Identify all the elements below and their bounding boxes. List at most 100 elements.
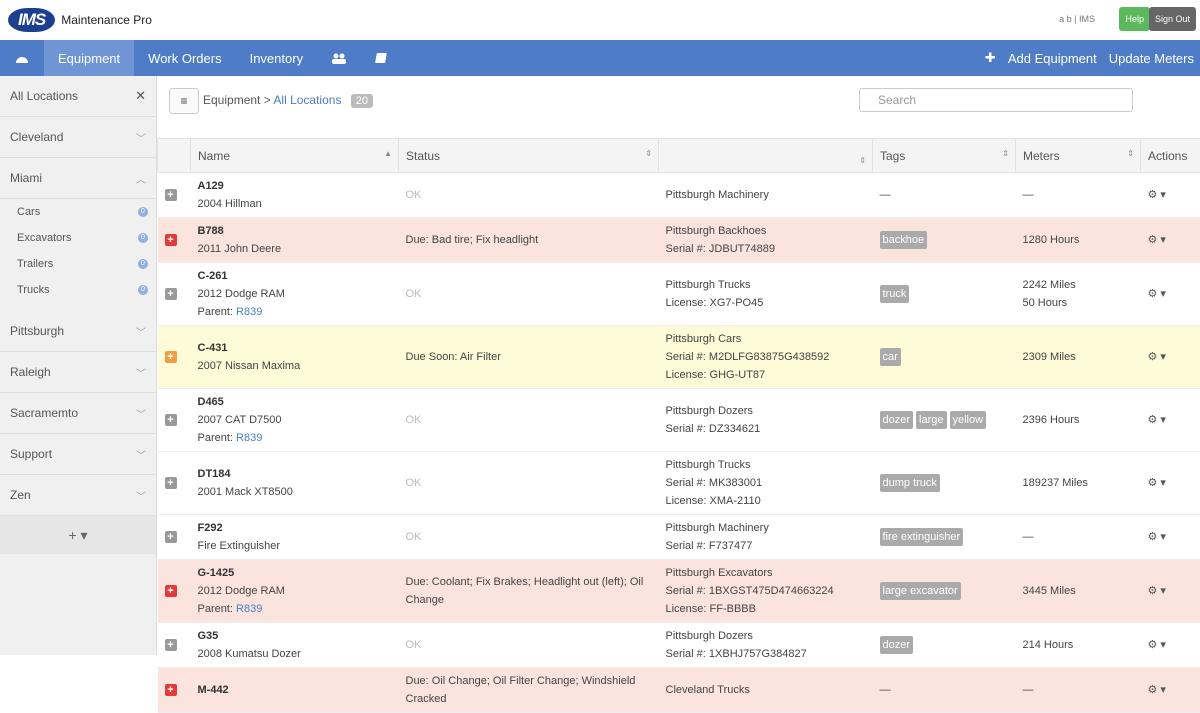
actions-menu[interactable]: ⚙ ▾ [1148, 639, 1166, 651]
location-name: Zen [10, 488, 31, 502]
actions-menu[interactable]: ⚙ ▾ [1148, 288, 1166, 300]
all-locations[interactable]: All Locations✕ [0, 76, 156, 117]
tag[interactable]: large [916, 411, 946, 429]
tag[interactable]: dump truck [880, 474, 940, 492]
tag[interactable]: yellow [950, 411, 987, 429]
tags-cell: car [873, 326, 1016, 389]
actions-menu[interactable]: ⚙ ▾ [1148, 351, 1166, 363]
tags-cell: fire extinguisher [873, 515, 1016, 560]
dashboard-icon[interactable] [0, 40, 44, 76]
tags-cell: dump truck [873, 452, 1016, 515]
expand-cell: + [158, 218, 191, 263]
expand-icon[interactable]: + [165, 684, 177, 696]
book-icon[interactable] [361, 40, 403, 76]
parent-label: Parent: [198, 432, 233, 444]
actions-menu[interactable]: ⚙ ▾ [1148, 234, 1166, 246]
tags-cell: — [873, 668, 1016, 713]
breadcrumb-root[interactable]: Equipment [203, 93, 260, 107]
equipment-model: 2008 Kumatsu Dozer [198, 645, 392, 663]
nav-action[interactable]: Update Meters [1103, 40, 1200, 76]
expand-icon[interactable]: + [165, 531, 177, 543]
search-box[interactable]: Search [859, 88, 1133, 112]
location-item[interactable]: Miami︿ [0, 158, 156, 199]
expand-icon[interactable]: + [165, 477, 177, 489]
header-cell[interactable]: Name▲ [191, 139, 399, 173]
location-item[interactable]: Pittsburgh﹀ [0, 311, 156, 352]
nav-action[interactable]: Add Equipment [1002, 40, 1103, 76]
location-item[interactable]: Raleigh﹀ [0, 352, 156, 393]
header-cell[interactable]: Meters⇕ [1016, 139, 1141, 173]
tag[interactable]: large excavator [880, 582, 961, 600]
header-cell[interactable]: Tags⇕ [873, 139, 1016, 173]
tag[interactable]: truck [880, 285, 910, 303]
nav-item[interactable]: Equipment [44, 40, 134, 76]
count-badge: 0 [138, 207, 148, 217]
tags-cell: — [873, 173, 1016, 218]
tag[interactable]: backhoe [880, 231, 928, 249]
tag[interactable]: fire extinguisher [880, 528, 964, 546]
location-item[interactable]: Zen﹀ [0, 475, 156, 516]
parent-link[interactable]: R839 [236, 432, 262, 444]
location-item[interactable]: Sacramemto﹀ [0, 393, 156, 434]
count-badge: 0 [138, 285, 148, 295]
expand-icon[interactable]: + [165, 351, 177, 363]
tag[interactable]: dozer [880, 636, 914, 654]
breadcrumb-current[interactable]: All Locations [273, 93, 341, 107]
tag[interactable]: car [880, 348, 901, 366]
location-item[interactable]: Support﹀ [0, 434, 156, 475]
actions-menu[interactable]: ⚙ ▾ [1148, 189, 1166, 201]
header-cell[interactable]: Status⇕ [399, 139, 659, 173]
detail: License: GHG-UT87 [666, 366, 866, 384]
close-icon[interactable]: ✕ [135, 88, 146, 104]
equipment-model: 2012 Dodge RAM [198, 582, 392, 600]
parent-link[interactable]: R839 [236, 603, 262, 615]
header-cell[interactable]: ⇕ [659, 139, 873, 173]
meter: 214 Hours [1023, 636, 1134, 654]
logo[interactable]: IMS [8, 8, 55, 32]
help-button[interactable]: Help [1119, 7, 1150, 31]
empty-mark: — [880, 684, 891, 696]
expand-icon[interactable]: + [165, 414, 177, 426]
column-name: Name [198, 149, 230, 163]
equipment-model: Fire Extinguisher [198, 537, 392, 555]
location: Pittsburgh Dozers [666, 627, 866, 645]
expand-icon[interactable]: + [165, 585, 177, 597]
parent-link[interactable]: R839 [236, 306, 262, 318]
actions-menu[interactable]: ⚙ ▾ [1148, 684, 1166, 696]
expand-icon[interactable]: + [165, 234, 177, 246]
nav-item[interactable]: Work Orders [134, 40, 235, 76]
users-icon[interactable] [317, 40, 361, 76]
expand-icon[interactable]: + [165, 639, 177, 651]
actions-menu[interactable]: ⚙ ▾ [1148, 585, 1166, 597]
status-cell: Due Soon: Air Filter [399, 326, 659, 389]
tag[interactable]: dozer [880, 411, 914, 429]
add-location[interactable]: + ▾ [0, 516, 156, 554]
actions-menu[interactable]: ⚙ ▾ [1148, 531, 1166, 543]
sign-out-button[interactable]: Sign Out [1149, 7, 1196, 31]
expand-icon[interactable]: + [165, 189, 177, 201]
actions-menu[interactable]: ⚙ ▾ [1148, 477, 1166, 489]
actions-menu[interactable]: ⚙ ▾ [1148, 414, 1166, 426]
location-item[interactable]: Cleveland﹀ [0, 117, 156, 158]
meters-cell: 2309 Miles [1016, 326, 1141, 389]
expand-icon[interactable]: + [165, 288, 177, 300]
menu-button[interactable]: ≡ [169, 88, 199, 114]
chevron: ︿ [136, 171, 146, 186]
nav-item[interactable]: Inventory [236, 40, 317, 76]
